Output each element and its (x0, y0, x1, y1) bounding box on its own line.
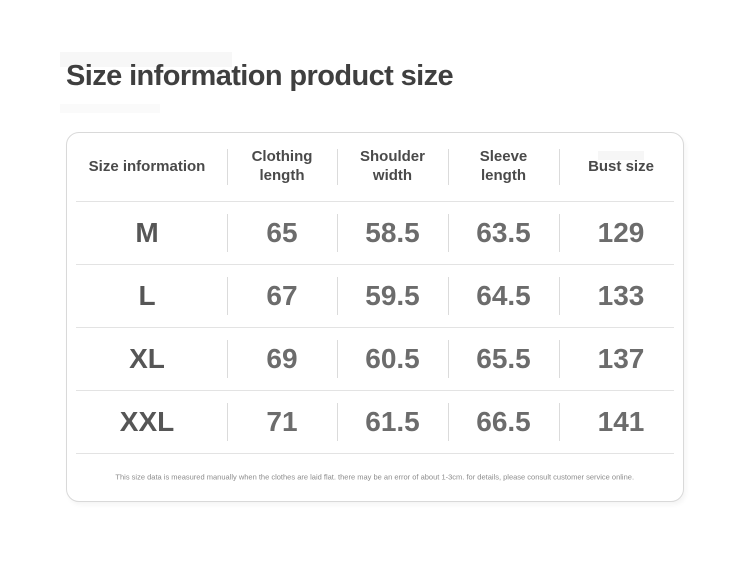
header-shoulder-width: Shoulder width (337, 133, 448, 201)
sleeve-length-value: 63.5 (448, 202, 559, 264)
shoulder-width-value: 59.5 (337, 265, 448, 327)
header-bust-size: Bust size (559, 133, 683, 201)
clothing-length-value: 65 (227, 202, 337, 264)
bust-size-value: 129 (559, 202, 683, 264)
shoulder-width-value: 61.5 (337, 391, 448, 453)
sleeve-length-value: 66.5 (448, 391, 559, 453)
page-title: Size information product size (66, 60, 454, 92)
header-size-information: Size information (88, 157, 206, 175)
sleeve-length-value: 64.5 (448, 265, 559, 327)
table-row-l: L 67 59.5 64.5 133 (67, 265, 683, 327)
overlay-artifact-subtitle (60, 104, 160, 113)
size-label: M (135, 217, 159, 248)
clothing-length-value: 67 (227, 265, 337, 327)
sleeve-length-value: 65.5 (448, 328, 559, 390)
header-sleeve-length: Sleeve length (448, 133, 559, 201)
clothing-length-value: 69 (227, 328, 337, 390)
bust-size-value: 141 (559, 391, 683, 453)
bust-size-value: 133 (559, 265, 683, 327)
shoulder-width-value: 60.5 (337, 328, 448, 390)
overlay-artifact-header (598, 151, 644, 160)
table-row-xl: XL 69 60.5 65.5 137 (67, 328, 683, 390)
table-row-xxl: XXL 71 61.5 66.5 141 (67, 391, 683, 453)
bust-size-value: 137 (559, 328, 683, 390)
table-row-m: M 65 58.5 63.5 129 (67, 202, 683, 264)
size-label: XL (129, 343, 165, 374)
size-label: XXL (119, 406, 175, 437)
row-divider (76, 453, 674, 454)
overlay-artifact-top (60, 52, 232, 67)
measurement-note-row: This size data is measured manually when… (67, 454, 683, 501)
size-table-card: Size information Clothing length Shoulde… (66, 132, 684, 502)
measurement-note: This size data is measured manually when… (115, 473, 635, 482)
clothing-length-value: 71 (227, 391, 337, 453)
size-label: L (138, 280, 156, 311)
header-clothing-length: Clothing length (227, 133, 337, 201)
table-header-row: Size information Clothing length Shoulde… (67, 133, 683, 201)
shoulder-width-value: 58.5 (337, 202, 448, 264)
